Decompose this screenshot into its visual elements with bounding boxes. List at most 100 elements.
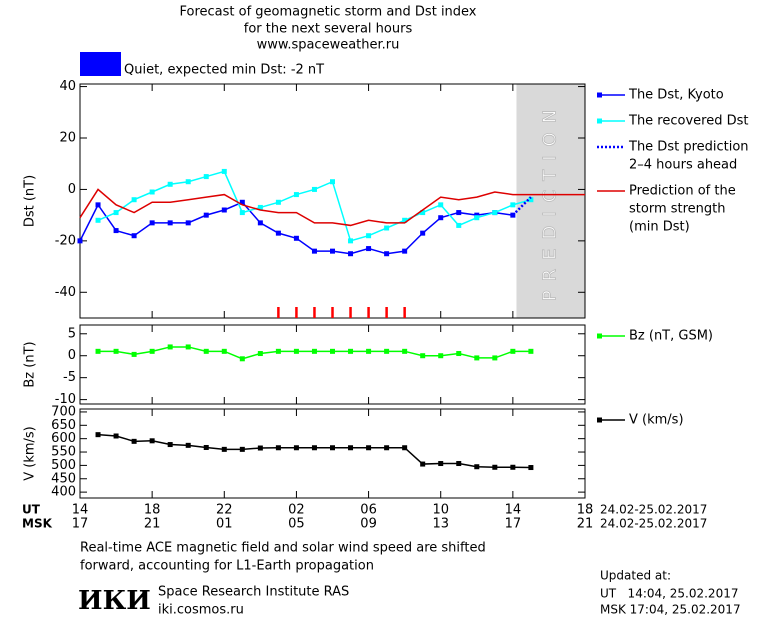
legend-label: 2–4 hours ahead	[629, 158, 737, 173]
footnote: forward, accounting for L1-Earth propaga…	[80, 559, 374, 574]
data-point	[311, 445, 317, 451]
data-point	[474, 212, 480, 218]
x-tick-label: 10	[432, 503, 449, 518]
series-line	[79, 188, 585, 227]
legend-marker	[597, 92, 602, 98]
y-tick-label: 550	[51, 445, 76, 460]
data-point	[221, 207, 227, 213]
x-tick-label: 18	[144, 503, 161, 518]
legend-label: The Dst prediction	[628, 140, 749, 155]
data-point	[167, 220, 173, 226]
data-point	[510, 348, 516, 354]
legend-label: (min Dst)	[629, 220, 690, 235]
updated-msk: MSK 17:04, 25.02.2017	[600, 603, 741, 617]
data-point	[113, 228, 119, 234]
data-point	[348, 348, 354, 354]
data-point	[438, 353, 444, 359]
msk-label: MSK	[22, 517, 53, 531]
data-point	[510, 202, 516, 208]
legend-label: V (km/s)	[629, 413, 684, 428]
data-point	[366, 233, 372, 239]
x2-tick-label: 13	[432, 517, 449, 532]
series-line	[97, 170, 532, 242]
data-point	[95, 348, 101, 354]
data-point	[420, 461, 426, 467]
legend-marker	[597, 118, 602, 124]
title-line: www.spaceweather.ru	[257, 38, 400, 53]
data-point	[348, 238, 354, 244]
data-point	[203, 212, 209, 218]
legend-label: The recovered Dst	[628, 114, 748, 129]
data-point	[257, 204, 263, 210]
data-point	[420, 210, 426, 216]
y-tick-label: 0	[68, 348, 76, 363]
data-point	[167, 442, 173, 448]
data-point	[257, 220, 263, 226]
data-point	[348, 251, 354, 257]
data-point	[348, 445, 354, 451]
x2-tick-label: 21	[577, 517, 594, 532]
data-point	[203, 348, 209, 354]
data-point	[257, 445, 263, 451]
x2-tick-label: 21	[144, 517, 161, 532]
data-point	[95, 202, 101, 208]
data-point	[167, 181, 173, 187]
data-point	[330, 348, 335, 354]
data-point	[492, 210, 498, 216]
x-tick-label: 22	[216, 503, 233, 518]
data-point	[402, 445, 408, 451]
x2-tick-label: 17	[505, 517, 522, 532]
data-point	[293, 235, 299, 241]
data-point	[402, 248, 408, 254]
ut-range: 24.02-25.02.2017	[600, 503, 707, 517]
data-point	[474, 215, 480, 221]
y-axis-label: V (km/s)	[23, 426, 38, 481]
legend-marker	[597, 333, 602, 339]
y-tick-label: -5	[63, 370, 76, 385]
y-axis-label: Dst (nT)	[23, 175, 38, 227]
y-tick-label: 450	[51, 471, 76, 486]
y-tick-label: 500	[51, 458, 76, 473]
data-point	[293, 348, 299, 354]
y-tick-label: 20	[59, 131, 76, 146]
data-point	[474, 355, 480, 361]
x-tick-label: 18	[577, 503, 594, 518]
series-line	[511, 196, 532, 217]
data-point	[239, 210, 245, 216]
plot-frame	[79, 83, 586, 319]
legend-marker	[597, 417, 602, 423]
plot-frame	[79, 408, 586, 499]
updated-ut: UT 14:04, 25.02.2017	[600, 587, 738, 601]
data-point	[149, 220, 155, 226]
y-tick-label: 700	[51, 404, 76, 419]
data-point	[474, 464, 480, 470]
status-indicator	[80, 52, 121, 76]
data-point	[456, 351, 462, 357]
data-point	[95, 217, 101, 223]
series-line	[97, 433, 531, 469]
data-point	[528, 348, 534, 354]
title-line: for the next several hours	[244, 22, 413, 37]
data-point	[131, 351, 137, 357]
data-point	[167, 344, 173, 350]
data-point	[221, 168, 227, 174]
data-point	[275, 199, 281, 205]
series-line	[79, 201, 513, 255]
data-point	[131, 438, 137, 444]
plot-frame	[79, 324, 586, 405]
data-point	[185, 220, 191, 226]
data-point	[402, 348, 408, 354]
y-tick-label: 600	[51, 431, 76, 446]
data-point	[492, 355, 498, 361]
data-point	[330, 248, 335, 254]
logo: ИКИ	[78, 586, 151, 616]
data-point	[113, 210, 119, 216]
data-point	[203, 174, 209, 180]
y-tick-label: 40	[59, 79, 76, 94]
data-point	[456, 461, 462, 467]
data-point	[113, 433, 119, 439]
data-point	[275, 230, 281, 236]
data-point	[275, 445, 281, 451]
data-point	[420, 353, 426, 359]
